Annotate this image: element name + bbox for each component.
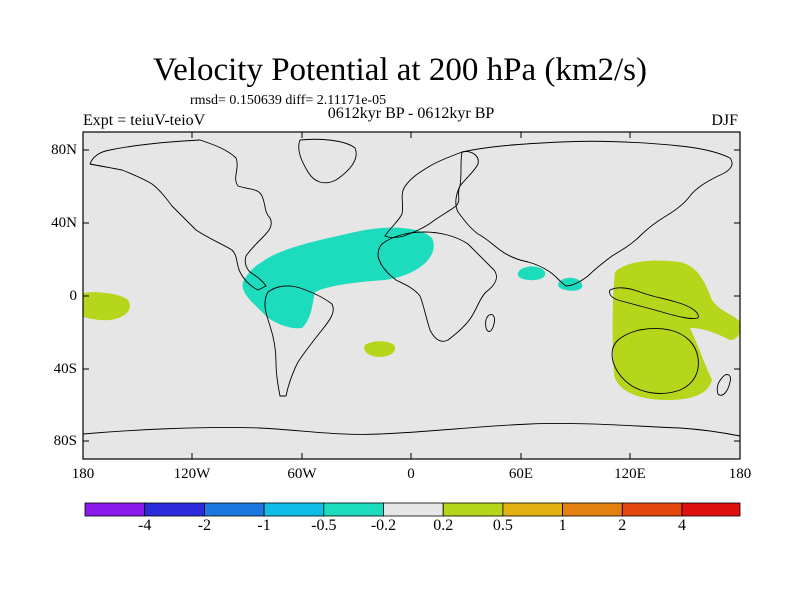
lon-label-0: 0 [407,466,415,482]
colorbar-label: 4 [678,517,686,534]
south-atlantic-positive-region [364,341,396,357]
colorbar-label: -0.2 [370,517,397,534]
colorbar-label: 1 [558,517,567,534]
north-america-coast [89,139,272,291]
lat-label-40n: 40N [51,215,77,231]
colorbar-box [144,502,205,517]
colorbar-label: -2 [197,517,212,534]
new-zealand-coast [716,374,731,396]
period-label: 0612kyr BP - 0612kyr BP [327,105,495,122]
positive-anomaly-regions [83,260,741,400]
madagascar-coast [485,313,495,332]
season-label: DJF [711,112,738,129]
colorbar-label: -1 [257,517,271,534]
maritime-islands-coast [609,287,699,319]
colorbar-label: 0.5 [492,517,513,534]
antarctica-coast [82,423,741,437]
pacific-positive-region [83,292,130,321]
lon-label-180e: 180 [728,466,752,482]
asia-coast [455,140,733,287]
colorbar-label: -4 [138,517,152,534]
colorbar-box [383,502,444,517]
bay-of-bengal-negative-region [558,277,583,291]
coastlines [82,138,741,437]
colorbar-box [621,502,683,517]
maritime-continent-positive-region [612,260,741,400]
lon-ticks [191,132,631,459]
europe-coast [384,151,479,238]
australia-coast [611,328,699,394]
lon-label-60w: 60W [287,466,317,482]
colorbar [84,502,741,517]
south-america-coast [264,285,334,397]
colorbar-label: 2 [618,517,627,534]
colorbar-box [442,502,504,517]
lat-label-80s: 80S [53,433,77,449]
greenland-coast [298,138,357,184]
lon-label-180w: 180 [71,466,95,482]
colorbar-label: 0.2 [433,517,454,534]
stats-line: rmsd= 0.150639 diff= 2.11171e-05 [190,93,387,108]
lat-ticks [83,149,740,442]
colorbar-box [323,502,384,517]
lon-label-120e: 120E [614,466,646,482]
experiment-label: Expt = teiuV-teioV [83,112,206,129]
lat-label-80n: 80N [51,142,77,158]
colorbar-box [84,502,146,517]
lat-label-40s: 40S [53,361,77,377]
colorbar-box [562,502,623,517]
africa-coast [377,231,497,342]
plot-title: Velocity Potential at 200 hPa (km2/s) [152,52,648,88]
colorbar-box [263,502,325,517]
lon-label-60e: 60E [508,466,534,482]
colorbar-box [502,502,563,517]
arabian-sea-negative-region [517,266,546,281]
colorbar-label: -0.5 [311,517,337,534]
lon-label-120w: 120W [173,466,211,482]
colorbar-box [681,502,741,517]
lat-label-0: 0 [69,288,78,304]
atlantic-negative-region [242,227,434,329]
negative-anomaly-regions [242,227,583,329]
colorbar-box [203,502,265,517]
